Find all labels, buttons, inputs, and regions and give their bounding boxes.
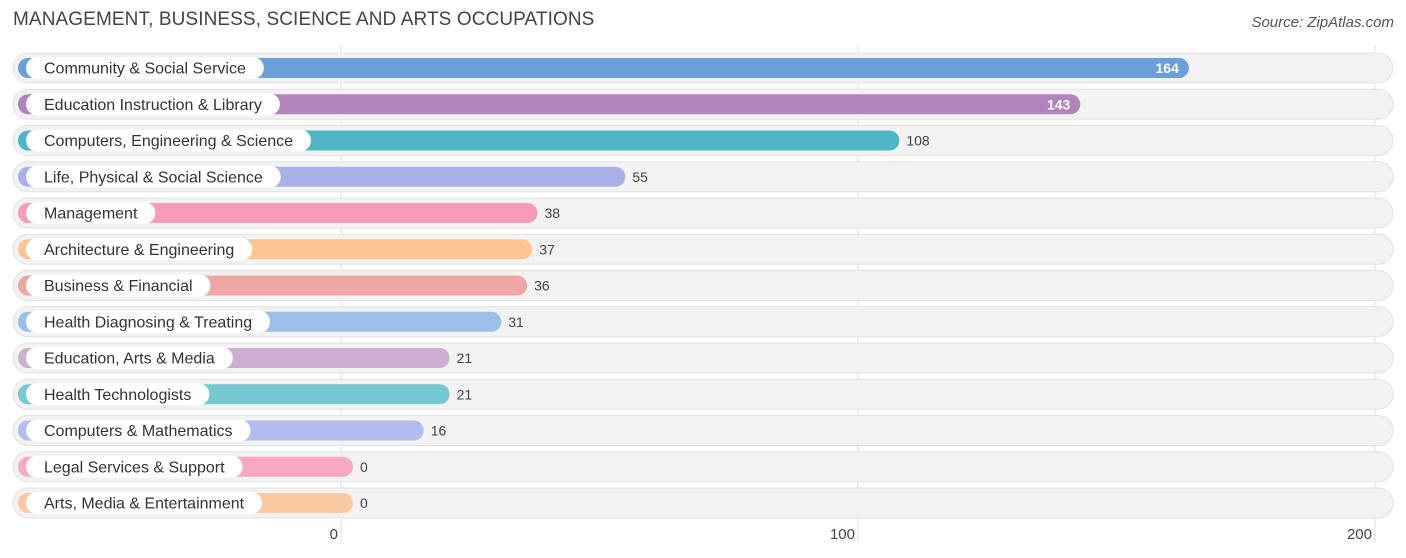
label-pill: [26, 202, 156, 224]
label-pill: [26, 165, 281, 188]
value-label: 21: [457, 350, 473, 366]
label-pill: [26, 419, 251, 442]
label-pill: [26, 383, 210, 406]
chart-source: Source: ZipAtlas.com: [1251, 14, 1394, 31]
category-label: Community & Social Service: [44, 61, 246, 78]
row-track: [12, 451, 1394, 483]
value-label: 0: [360, 495, 368, 511]
x-tick-label: 0: [330, 526, 338, 543]
value-label: 37: [539, 241, 555, 257]
label-pill: [26, 310, 271, 333]
value-label: 0: [360, 459, 368, 475]
category-label: Arts, Media & Entertainment: [44, 496, 245, 513]
value-label: 164: [1156, 60, 1180, 76]
category-label: Education Instruction & Library: [44, 97, 262, 114]
category-label: Education, Arts & Media: [44, 351, 215, 368]
chart-title: MANAGEMENT, BUSINESS, SCIENCE AND ARTS O…: [13, 9, 595, 30]
label-pill: [26, 238, 253, 261]
label-pill: [26, 455, 243, 478]
x-tick-label: 100: [830, 526, 855, 543]
row-track: [12, 487, 1394, 519]
x-tick-label: 200: [1347, 526, 1372, 543]
label-pill: [26, 274, 211, 297]
value-label: 108: [906, 133, 930, 149]
category-label: Health Technologists: [44, 387, 191, 404]
label-pill: [26, 57, 264, 79]
value-label: 31: [508, 314, 524, 330]
label-pill: [26, 93, 280, 116]
value-label: 143: [1047, 96, 1071, 112]
bar: [18, 94, 1081, 115]
value-label: 38: [544, 205, 560, 221]
value-label: 16: [431, 423, 447, 439]
value-label: 21: [457, 386, 473, 402]
label-pill: [26, 129, 312, 152]
category-label: Health Diagnosing & Treating: [44, 314, 252, 331]
value-label: 55: [632, 169, 648, 185]
category-label: Management: [44, 206, 138, 223]
category-label: Business & Financial: [44, 278, 193, 295]
category-label: Architecture & Engineering: [44, 242, 234, 259]
label-pill: [26, 492, 263, 514]
bar: [18, 58, 1189, 78]
label-pill: [26, 347, 233, 369]
category-label: Computers & Mathematics: [44, 423, 233, 440]
category-label: Computers, Engineering & Science: [44, 133, 293, 150]
category-label: Life, Physical & Social Science: [44, 169, 263, 186]
value-label: 36: [534, 278, 550, 294]
category-label: Legal Services & Support: [44, 459, 225, 476]
